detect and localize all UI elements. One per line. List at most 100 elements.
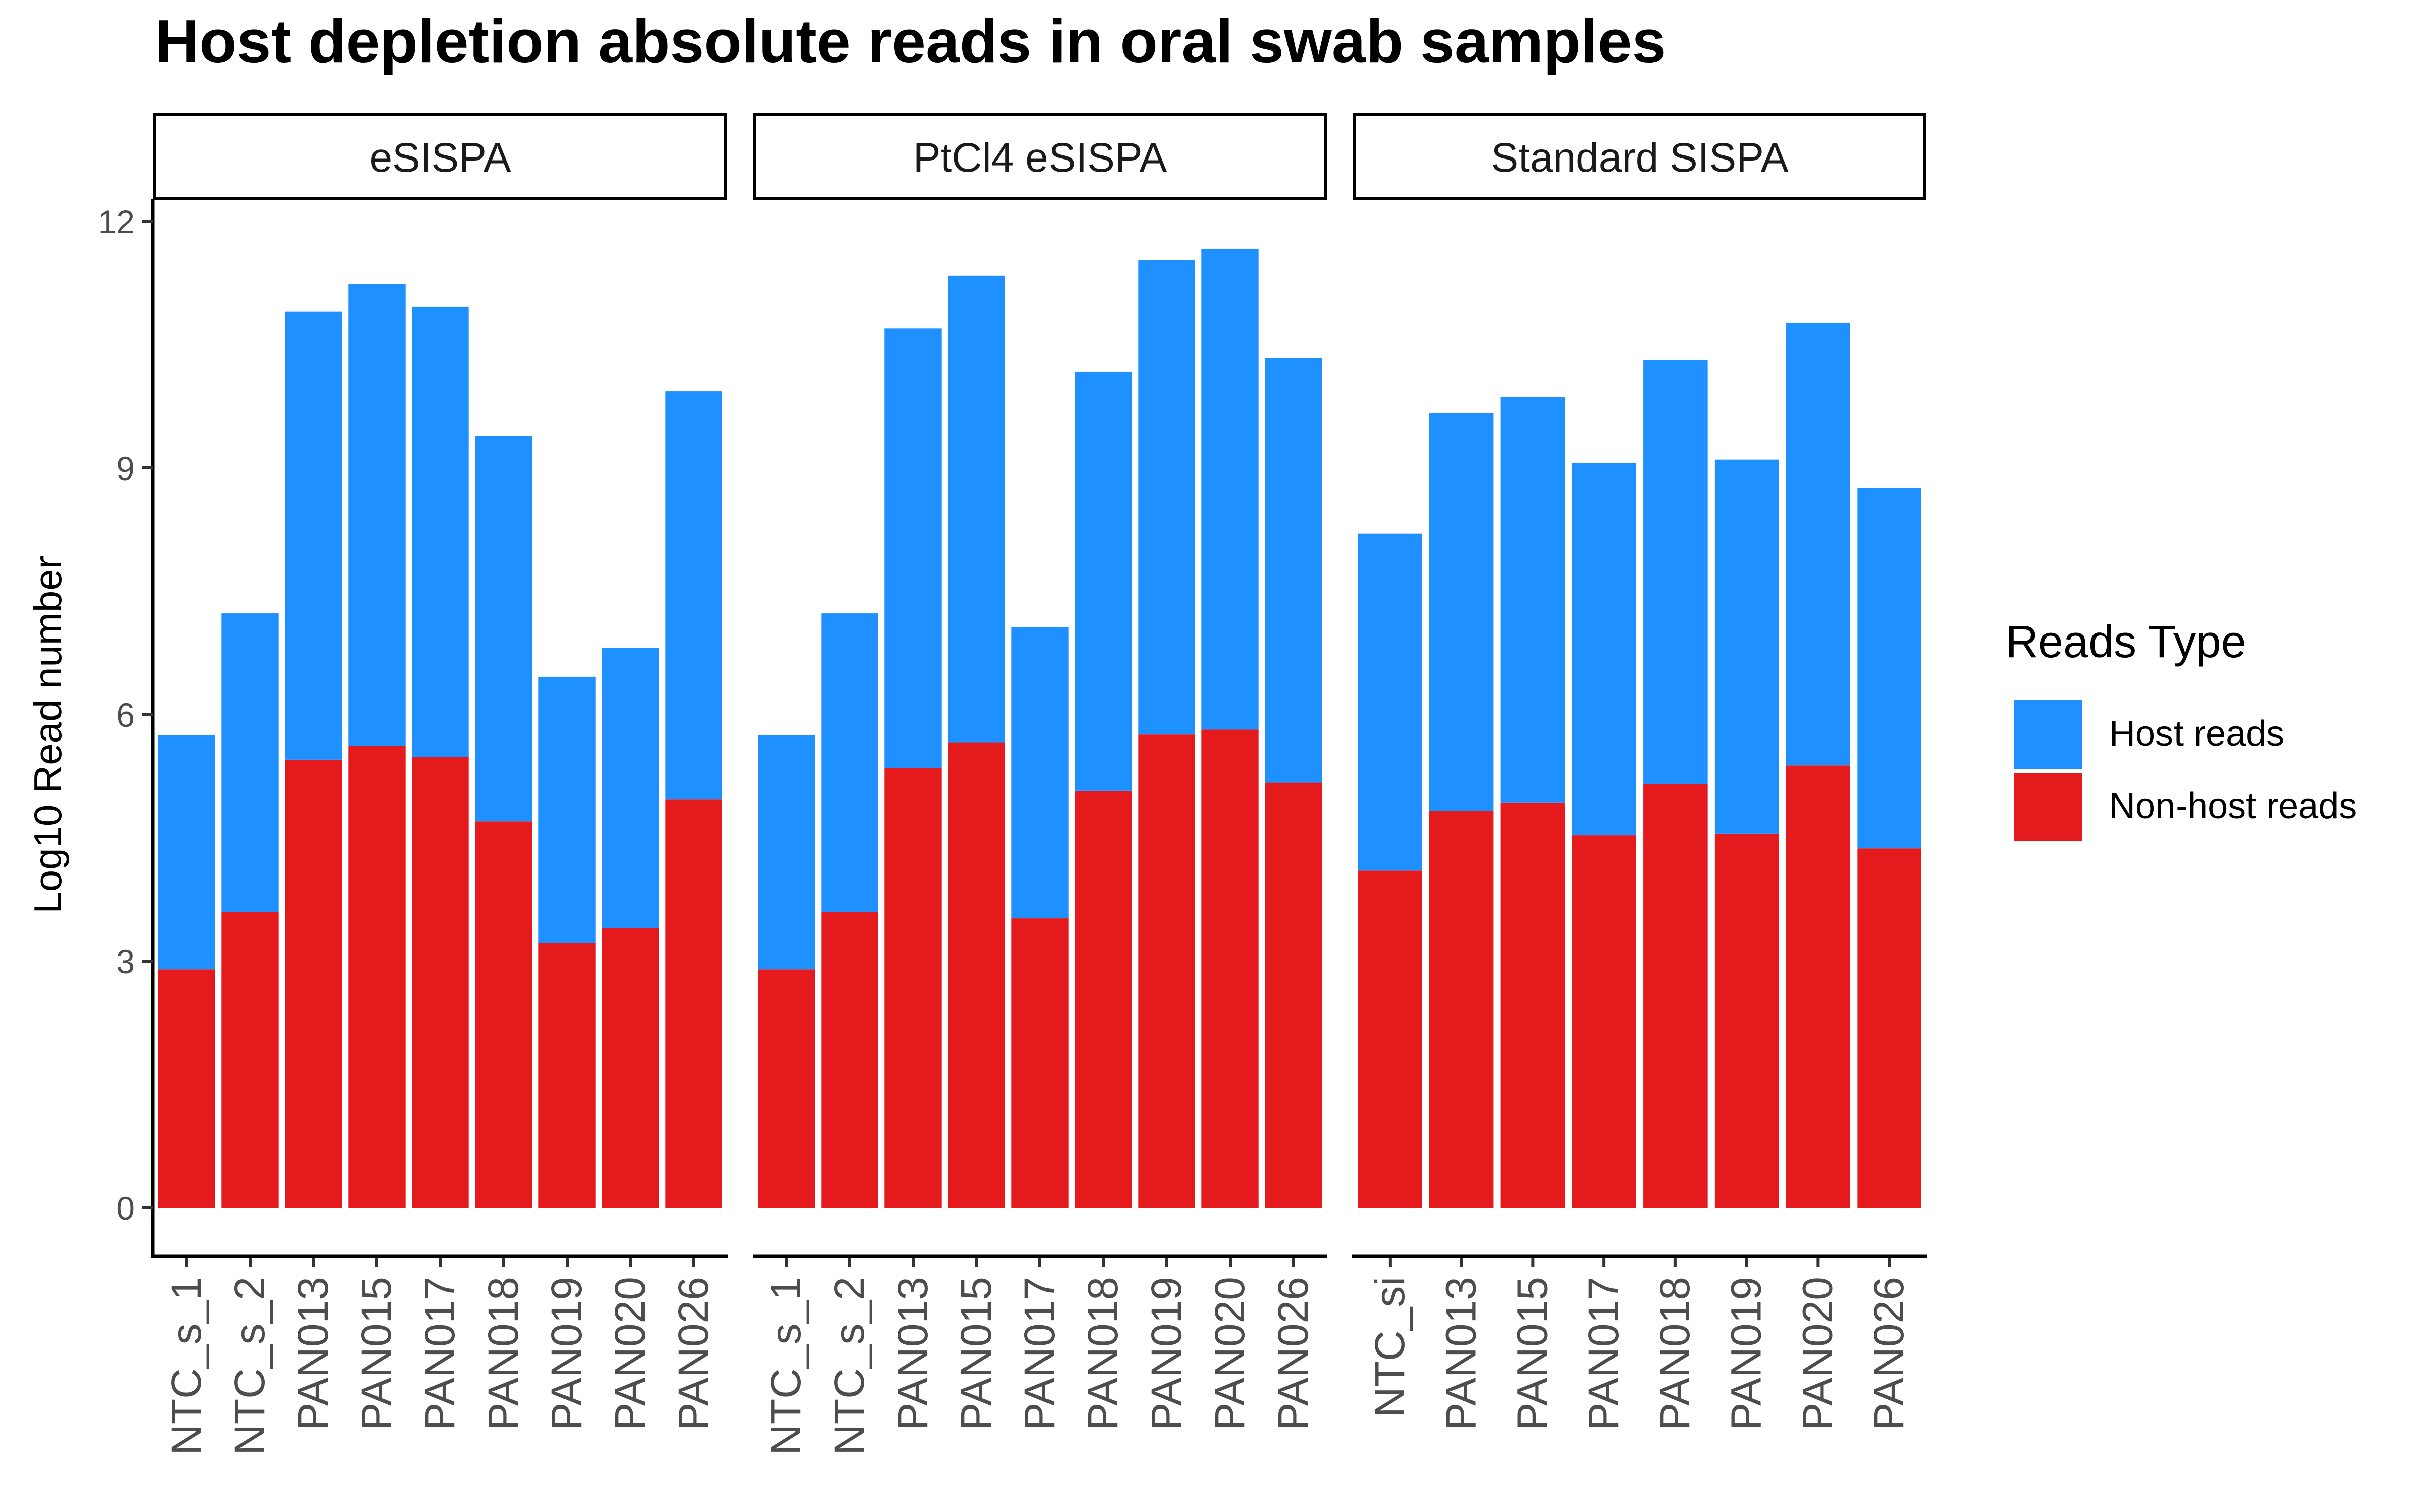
bar-non-host-reads <box>1500 802 1565 1208</box>
bar-non-host-reads <box>948 742 1005 1208</box>
legend-key <box>2014 773 2082 841</box>
x-tick-label: PAN019 <box>1723 1277 1770 1431</box>
bar-host-reads <box>1429 413 1494 811</box>
facet-strip-label: Standard SISPA <box>1491 135 1788 181</box>
facet-strip <box>753 113 1327 200</box>
bar-host-reads <box>665 391 722 800</box>
bar-non-host-reads <box>1714 833 1779 1208</box>
y-axis-label: Log10 Read number <box>26 555 70 913</box>
y-tick-label: 12 <box>98 203 135 241</box>
bar-non-host-reads <box>884 768 942 1208</box>
bar-non-host-reads <box>1857 848 1921 1208</box>
bar-non-host-reads <box>221 912 279 1208</box>
bar-non-host-reads <box>475 821 532 1208</box>
x-tick-label: PAN017 <box>1580 1277 1627 1431</box>
x-tick-label: PAN015 <box>353 1277 400 1431</box>
x-tick-label: PAN026 <box>1865 1277 1912 1431</box>
y-tick-label: 9 <box>116 450 135 487</box>
bar-non-host-reads <box>1075 790 1132 1208</box>
x-tick-label: PAN015 <box>1508 1277 1556 1431</box>
x-tick-label: NTC_si <box>1366 1277 1413 1417</box>
facet-panel: PtCl4 eSISPA NTC_s_1 NTC_s_2 PAN013 PAN015 PA… <box>753 113 1327 1455</box>
legend-label: Non-host reads <box>2109 786 2357 826</box>
x-tick-label: PAN020 <box>1206 1277 1253 1431</box>
bar-host-reads <box>1786 322 1850 766</box>
bar-host-reads <box>1075 371 1132 791</box>
legend: Reads Type Host reads Non-host reads <box>2005 617 2357 841</box>
x-tick-label: PAN020 <box>606 1277 654 1431</box>
bar-host-reads <box>1500 397 1565 803</box>
x-tick-label: PAN013 <box>889 1277 936 1431</box>
y-tick-label: 0 <box>116 1189 135 1227</box>
bar-host-reads <box>475 436 532 822</box>
chart-title: Host depletion absolute reads in oral sw… <box>155 7 1666 75</box>
bar-host-reads <box>1857 488 1921 849</box>
legend-title: Reads Type <box>2005 617 2246 667</box>
bar-non-host-reads <box>602 928 659 1208</box>
x-tick-label: NTC_s_1 <box>163 1277 210 1455</box>
bar-non-host-reads <box>1201 729 1259 1208</box>
bar-host-reads <box>1201 248 1259 730</box>
bar-host-reads <box>1643 360 1708 784</box>
bar-host-reads <box>1358 533 1422 871</box>
bar-host-reads <box>412 306 469 757</box>
facet-panels: eSISPA NTC_s_1 NTC_s_2 PAN013 PAN015 PAN017 PA… <box>153 113 1927 1455</box>
x-tick-label: PAN018 <box>1079 1277 1126 1431</box>
bar-host-reads <box>884 328 942 768</box>
x-tick-label: PAN026 <box>670 1277 717 1431</box>
bar-non-host-reads <box>158 969 215 1208</box>
bar-non-host-reads <box>348 746 406 1208</box>
x-tick-label: PAN020 <box>1794 1277 1841 1431</box>
y-tick-label: 3 <box>116 943 135 980</box>
facet-panel: Standard SISPA NTC_si PAN013 PAN015 PAN017 PA… <box>1352 113 1927 1431</box>
bar-host-reads <box>758 735 815 970</box>
bar-non-host-reads <box>1011 918 1069 1208</box>
bar-non-host-reads <box>821 912 878 1208</box>
bar-host-reads <box>948 275 1005 743</box>
facet-panel: eSISPA NTC_s_1 NTC_s_2 PAN013 PAN015 PAN017 PA… <box>153 113 728 1455</box>
bar-host-reads <box>285 311 342 760</box>
bar-non-host-reads <box>758 969 815 1208</box>
bar-non-host-reads <box>538 943 596 1208</box>
x-tick-label: PAN017 <box>416 1277 463 1431</box>
x-tick-label: PAN019 <box>543 1277 590 1431</box>
bar-non-host-reads <box>1786 765 1850 1208</box>
x-tick-label: PAN015 <box>952 1277 1000 1431</box>
facet-strip <box>153 113 727 200</box>
x-tick-label: PAN019 <box>1143 1277 1190 1431</box>
bar-host-reads <box>1714 459 1779 834</box>
x-tick-label: NTC_s_2 <box>226 1277 273 1455</box>
bar-host-reads <box>821 613 878 912</box>
bar-non-host-reads <box>1138 734 1195 1208</box>
bar-host-reads <box>158 735 215 970</box>
bar-non-host-reads <box>1265 782 1322 1208</box>
bar-non-host-reads <box>1643 784 1708 1208</box>
x-tick-label: PAN018 <box>1651 1277 1699 1431</box>
bar-host-reads <box>602 648 659 928</box>
bar-host-reads <box>1138 260 1195 735</box>
x-tick-label: PAN013 <box>1437 1277 1485 1431</box>
bar-host-reads <box>1265 358 1322 783</box>
legend-key <box>2014 700 2082 769</box>
facet-strip-label: eSISPA <box>369 135 511 181</box>
bar-non-host-reads <box>412 757 469 1208</box>
x-tick-label: NTC_s_2 <box>826 1277 873 1455</box>
x-tick-label: NTC_s_1 <box>762 1277 810 1455</box>
bar-host-reads <box>1572 463 1636 836</box>
facet-strip-label: PtCl4 eSISPA <box>913 135 1167 181</box>
legend-label: Host reads <box>2109 713 2284 754</box>
bar-host-reads <box>348 284 406 746</box>
x-tick-label: PAN026 <box>1269 1277 1317 1431</box>
bar-host-reads <box>538 676 596 943</box>
bar-non-host-reads <box>1429 811 1494 1208</box>
bar-non-host-reads <box>1358 870 1422 1208</box>
x-tick-label: PAN017 <box>1016 1277 1063 1431</box>
bar-host-reads <box>221 613 279 912</box>
x-tick-label: PAN018 <box>479 1277 527 1431</box>
y-axis: 0 3 6 9 12 <box>98 199 155 1258</box>
bar-non-host-reads <box>285 759 342 1208</box>
legend-entries: Host reads Non-host reads <box>2014 700 2357 841</box>
facet-strip <box>1353 113 1926 200</box>
